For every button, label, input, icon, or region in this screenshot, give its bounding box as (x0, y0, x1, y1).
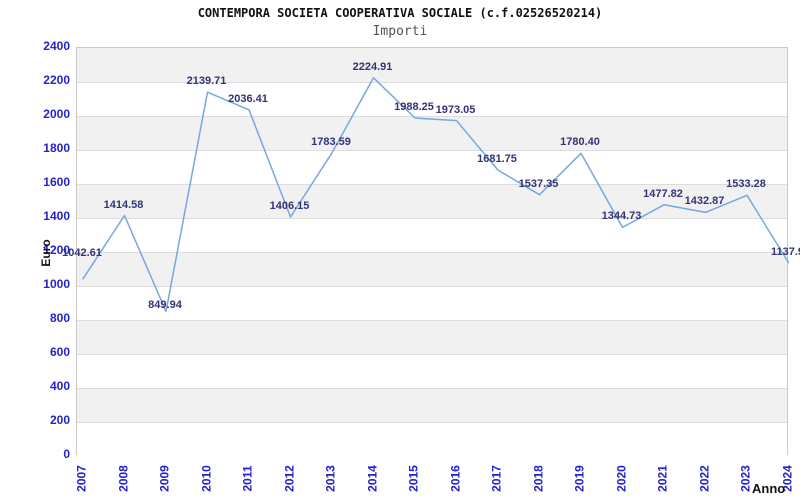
x-tick-label: 2010 (199, 465, 213, 492)
point-label: 1344.73 (601, 210, 642, 223)
x-tick-label: 2016 (448, 465, 462, 492)
y-tick-label: 400 (49, 379, 70, 393)
point-label: 1137.9 (770, 245, 800, 258)
point-label: 1988.25 (394, 100, 434, 113)
point-label: 1042.61 (62, 246, 102, 259)
y-tick-label: 1400 (43, 209, 70, 223)
plot-band (77, 184, 787, 218)
x-tick-label: 2009 (157, 465, 172, 492)
x-tick-label: 2022 (697, 465, 711, 492)
x-tick-label: 2008 (116, 465, 130, 492)
gridline (77, 150, 787, 151)
data-line (82, 77, 789, 313)
gridline (77, 320, 787, 321)
x-axis-title: Anno (752, 481, 786, 496)
y-axis-title: Euro (39, 239, 53, 267)
plot-band (77, 48, 787, 82)
x-tick-label: 2014 (365, 465, 379, 492)
chart-title: CONTEMPORA SOCIETA COOPERATIVA SOCIALE (… (197, 6, 603, 20)
x-tick-label: 2011 (240, 465, 255, 492)
gridline (77, 116, 787, 117)
gridline (77, 388, 787, 389)
x-tick-label: 2015 (406, 465, 421, 492)
point-label: 1681.75 (477, 153, 517, 166)
x-tick-label: 2007 (74, 465, 89, 492)
plot-band (77, 422, 787, 456)
x-tick-label: 2013 (323, 465, 338, 492)
gridline (77, 184, 787, 185)
x-tick-label: 2018 (531, 465, 545, 492)
y-tick-label: 200 (49, 413, 70, 427)
y-tick-label: 1200 (43, 243, 70, 257)
x-tick-label: 2012 (282, 465, 296, 492)
x-tick-label: 2023 (738, 465, 753, 492)
line-series-svg (82, 77, 789, 313)
plot-band (77, 252, 787, 286)
plot-area (76, 47, 789, 456)
point-label: 1973.05 (435, 103, 476, 116)
point-label: 1414.58 (103, 198, 144, 211)
gridline (77, 354, 787, 355)
y-tick-label: 600 (49, 345, 70, 359)
y-tick-label: 1000 (43, 277, 70, 291)
y-tick-label: 800 (49, 311, 70, 325)
gridline (77, 82, 787, 83)
plot-band (77, 354, 787, 388)
y-tick-label: 2200 (43, 73, 70, 87)
chart-subtitle: Importi (372, 24, 428, 39)
x-tick-label: 2021 (655, 465, 670, 492)
x-tick-label: 2017 (489, 465, 504, 492)
plot-band (77, 388, 787, 422)
point-label: 1432.87 (684, 195, 725, 208)
point-label: 1533.28 (726, 178, 766, 191)
y-tick-label: 1600 (43, 175, 70, 189)
point-label: 1406.15 (269, 199, 310, 212)
y-tick-label: 0 (63, 447, 70, 461)
plot-band (77, 218, 787, 252)
y-tick-label: 1800 (43, 141, 70, 155)
point-label: 849.94 (148, 298, 182, 311)
plot-band (77, 286, 787, 320)
point-label: 2036.41 (228, 92, 268, 105)
plot-band (77, 116, 787, 150)
point-label: 2139.71 (186, 75, 227, 88)
point-label: 1537.35 (518, 177, 559, 190)
plot-band (77, 320, 787, 354)
point-label: 2224.91 (352, 60, 393, 73)
gridline (77, 218, 787, 219)
gridline (77, 252, 787, 253)
x-tick-label: 2020 (614, 465, 628, 492)
gridline (77, 286, 787, 287)
y-tick-label: 2400 (43, 39, 70, 53)
x-tick-label: 2019 (572, 465, 587, 492)
plot-band (77, 82, 787, 116)
point-label: 1783.59 (311, 135, 351, 148)
point-label: 1780.40 (560, 136, 600, 149)
y-tick-label: 2000 (43, 107, 70, 121)
gridline (77, 422, 787, 423)
point-label: 1477.82 (643, 187, 683, 200)
